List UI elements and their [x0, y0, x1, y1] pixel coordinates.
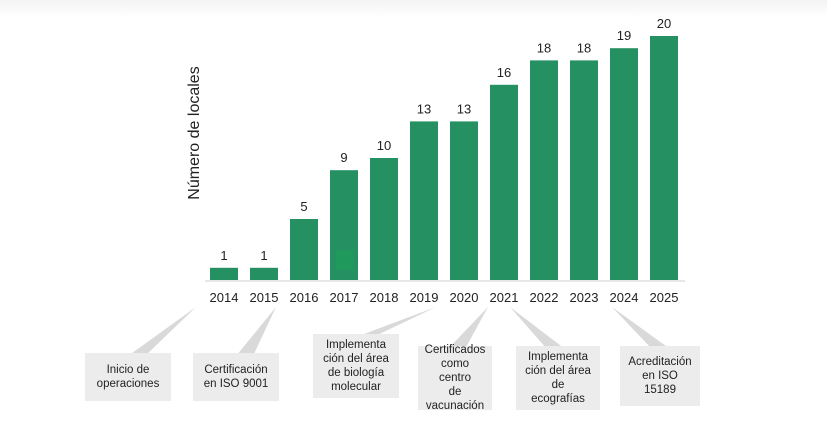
value-label-2020: 13: [457, 101, 471, 116]
callout-text: Implementa: [527, 351, 589, 363]
x-tick-labels: 2014 2015 2016 2017 2018 2019 2020 2021 2022 2023…: [210, 290, 679, 305]
tick-label-2025: 2025: [650, 290, 679, 305]
connector-2015: [236, 307, 276, 356]
bar-2025: [650, 36, 678, 280]
value-label-2024: 19: [617, 28, 631, 43]
callout-inicio-operaciones: Inicio de operaciones: [85, 353, 171, 401]
value-label-2015: 1: [260, 248, 267, 263]
tick-label-2020: 2020: [450, 290, 479, 305]
callout-text: en ISO: [642, 370, 678, 382]
connector-2021: [448, 307, 488, 349]
callout-text: ecografías: [531, 393, 585, 405]
bar-2022: [530, 60, 558, 281]
bar-2021: [490, 84, 518, 280]
value-label-2018: 10: [377, 138, 391, 153]
tick-label-2015: 2015: [250, 290, 279, 305]
bar-2015: [250, 267, 278, 280]
value-label-2021: 16: [497, 65, 511, 80]
callout-text: de biología: [327, 367, 385, 379]
bar-2017-highlight: [336, 250, 354, 270]
top-shade: [0, 0, 827, 18]
bar-2020: [450, 121, 478, 281]
bars: [210, 36, 678, 281]
callout-connectors: [128, 307, 670, 356]
callout-biologia-molecular: Implementa ción del área de biología mol…: [313, 334, 399, 398]
bar-2023: [570, 60, 598, 281]
callout-text: Certificados: [424, 344, 486, 356]
connector-2022: [510, 307, 565, 349]
callout-text: en ISO 9001: [203, 378, 269, 390]
value-label-2025: 20: [657, 16, 671, 31]
callout-text: Acreditación: [628, 356, 692, 368]
callout-text: molecular: [331, 381, 381, 393]
tick-label-2019: 2019: [410, 290, 439, 305]
callout-text: ción del área: [525, 365, 591, 377]
callout-iso15189: Acreditación en ISO 15189: [620, 346, 700, 406]
callout-text: Implementa: [325, 339, 387, 351]
connector-2014: [128, 307, 196, 356]
callout-text: vacunación: [425, 400, 485, 412]
tick-label-2014: 2014: [210, 290, 239, 305]
value-label-2014: 1: [220, 248, 227, 263]
tick-label-2017: 2017: [330, 290, 359, 305]
callout-centro-vacunacion: Certificados como centro de vacunación: [418, 344, 492, 412]
bar-2019: [410, 121, 438, 281]
tick-label-2023: 2023: [570, 290, 599, 305]
callout-text: como centro: [439, 358, 471, 384]
callout-text: 15189: [644, 384, 676, 396]
callout-text: ción del área: [323, 353, 389, 365]
tick-label-2016: 2016: [290, 290, 319, 305]
tick-label-2021: 2021: [490, 290, 519, 305]
y-axis-label: Número de locales: [186, 66, 203, 200]
bar-2016: [290, 219, 318, 280]
callout-certificacion-iso9001: Certificación en ISO 9001: [193, 353, 279, 401]
bar-2018: [370, 158, 398, 280]
tick-label-2024: 2024: [610, 290, 639, 305]
value-label-2022: 18: [537, 40, 551, 55]
callout-text: operaciones: [96, 378, 160, 390]
value-label-2023: 18: [577, 40, 591, 55]
value-label-2017: 9: [340, 150, 347, 165]
callout-text: de: [448, 386, 462, 398]
value-labels: 1 1 5 9 10 13 13 16 18 18 19 20: [220, 16, 671, 263]
value-label-2016: 5: [300, 199, 307, 214]
callout-text: de: [551, 379, 565, 391]
callout-ecografias: Implementa ción del área de ecografías: [516, 346, 600, 410]
callout-text: Inicio de: [106, 364, 150, 376]
bar-2014: [210, 267, 238, 280]
connector-2024: [612, 307, 670, 349]
value-label-2019: 13: [417, 101, 431, 116]
callout-text: Certificación: [204, 364, 268, 376]
bar-2024: [610, 48, 638, 281]
tick-label-2018: 2018: [370, 290, 399, 305]
tick-label-2022: 2022: [530, 290, 559, 305]
connector-2019: [356, 307, 436, 337]
